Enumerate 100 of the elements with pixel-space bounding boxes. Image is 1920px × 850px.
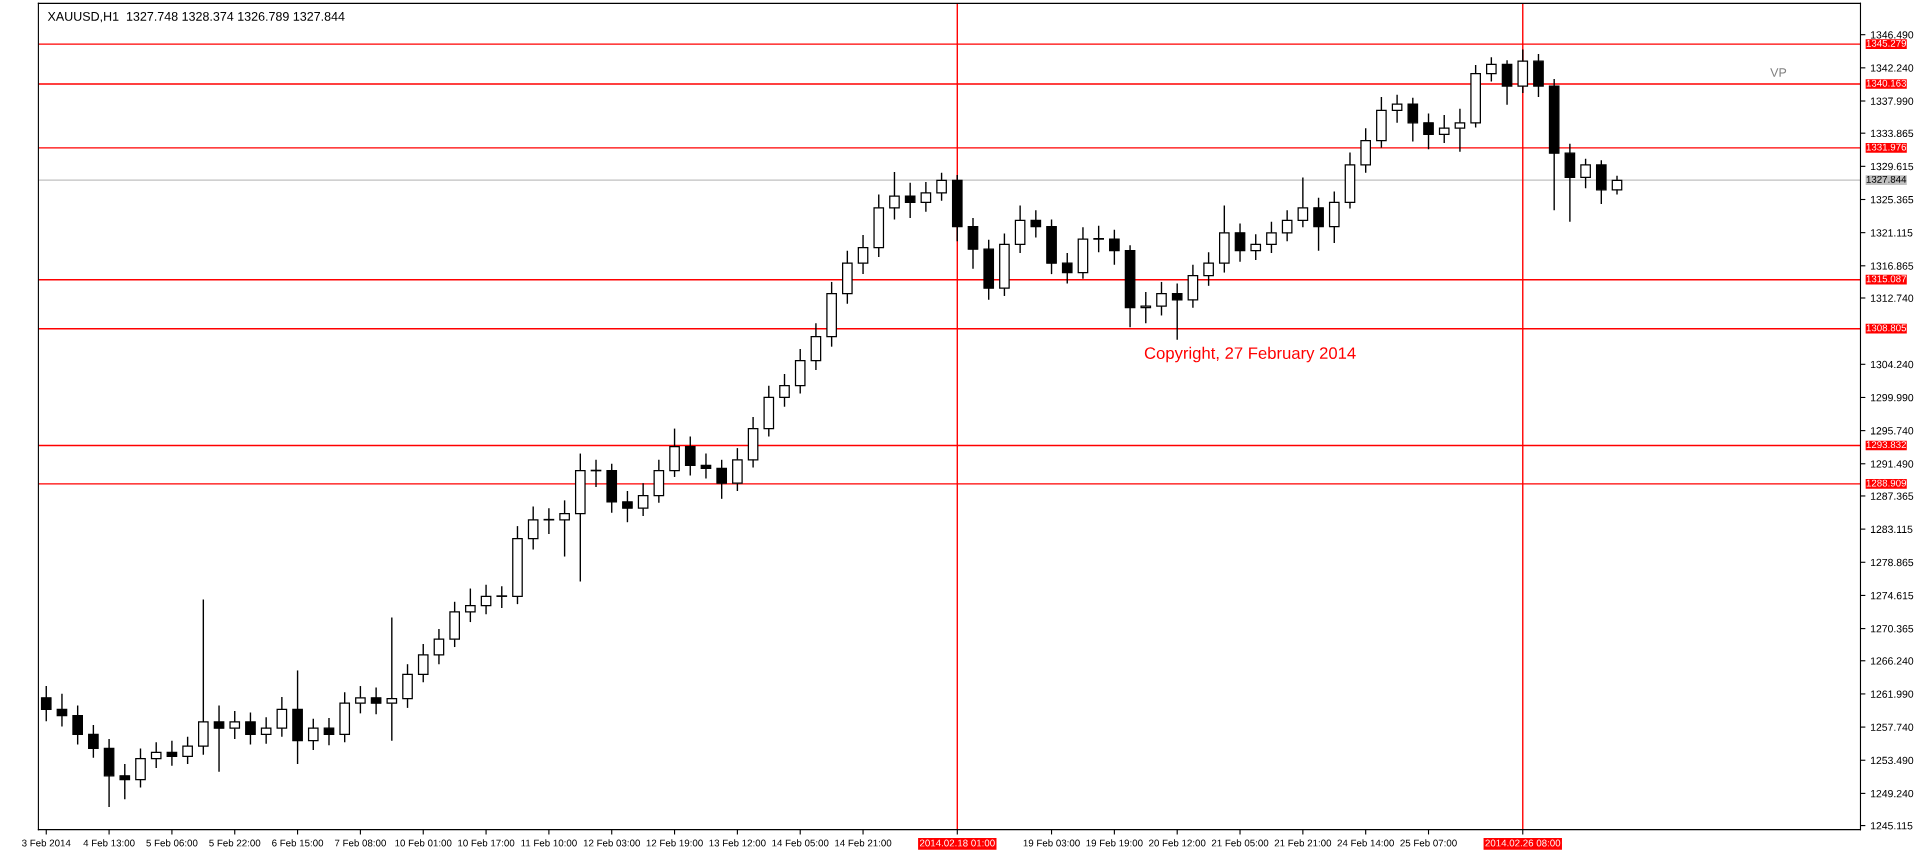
candlestick [1580, 157, 1591, 189]
candlestick [213, 704, 225, 773]
candlestick [182, 736, 193, 765]
candlestick [433, 628, 445, 665]
ref-line-label: 1331.976 [1866, 143, 1907, 151]
candlestick [307, 718, 319, 751]
y-tick-label: 1325.365 [1871, 196, 1914, 204]
candlestick [1486, 56, 1497, 83]
candlestick [1234, 222, 1246, 263]
candlestick [543, 507, 555, 535]
y-tick-label: 1291.490 [1871, 460, 1914, 468]
candlestick [496, 585, 508, 609]
candlestick [622, 490, 633, 523]
x-tick-label: 2014.02.26 08:00 [1485, 839, 1561, 847]
text: XAUUSD,H1 1327.748 1328.374 1326.789 1327.844 [47, 11, 345, 23]
candlestick [1423, 112, 1434, 150]
candlestick [1250, 233, 1262, 261]
candlestick [527, 505, 539, 551]
candlestick [1313, 196, 1324, 252]
candlestick [276, 696, 288, 738]
ref-line-label: 1308.805 [1866, 324, 1907, 332]
candlestick [1281, 209, 1293, 243]
candlestick [40, 685, 52, 722]
x-tick-label: 6 Feb 15:00 [272, 839, 324, 847]
x-tick-label: 19 Feb 19:00 [1086, 839, 1143, 847]
y-tick-label: 1287.365 [1871, 492, 1914, 500]
y-tick-label: 1270.365 [1871, 625, 1914, 633]
candlestick [967, 217, 979, 270]
x-tick-label: 10 Feb 01:00 [395, 839, 452, 847]
candlestick [88, 724, 99, 759]
candlestick [1266, 221, 1277, 254]
candlestick [1093, 225, 1104, 253]
candlestick [72, 704, 84, 746]
candlestick [355, 685, 366, 715]
x-tick-label: 10 Feb 17:00 [458, 839, 515, 847]
y-tick-label: 1295.740 [1871, 427, 1914, 435]
ref-line-label: 1327.844 [1866, 175, 1907, 183]
ref-line-label: 1345.279 [1866, 39, 1907, 47]
candlestick [779, 373, 790, 408]
y-tick-label: 1312.740 [1871, 294, 1914, 302]
annotation: VP [1770, 68, 1787, 77]
x-tick-label: 21 Feb 05:00 [1211, 839, 1269, 847]
x-tick-label: 5 Feb 22:00 [209, 839, 261, 847]
x-tick-label: 20 Feb 12:00 [1149, 839, 1206, 847]
candlestick [1611, 175, 1623, 196]
candlestick [716, 459, 728, 500]
x-tick-label: 7 Feb 08:00 [334, 839, 386, 847]
candlestick [1454, 108, 1466, 153]
candlestick [1203, 251, 1214, 287]
x-tick-label: 19 Feb 03:00 [1023, 839, 1080, 847]
candlestick [1109, 228, 1120, 266]
y-tick-label: 1245.115 [1871, 822, 1913, 830]
x-tick-label: 3 Feb 2014 [22, 839, 71, 847]
y-tick-label: 1342.240 [1871, 64, 1914, 72]
x-tick-label: 12 Feb 19:00 [646, 839, 703, 847]
ref-line-label: 1288.909 [1866, 479, 1907, 487]
x-tick-label: 11 Feb 10:00 [521, 839, 577, 847]
candlestick [1438, 114, 1450, 144]
candlestick [1297, 176, 1309, 229]
candlestick [1171, 282, 1183, 341]
candlestick [857, 234, 869, 275]
x-tick-label: 5 Feb 06:00 [146, 839, 198, 847]
ref-line-label: 1293.832 [1866, 441, 1907, 449]
candlestick [1391, 93, 1403, 124]
candlestick [370, 686, 382, 715]
candlestick [684, 435, 696, 477]
candlestick [559, 499, 570, 558]
candlestick [56, 693, 68, 728]
candlestick [732, 447, 743, 492]
candlestick [1061, 252, 1073, 285]
y-tick-label: 1321.115 [1871, 229, 1913, 237]
y-tick-label: 1346.490 [1871, 31, 1914, 39]
candlestick [260, 716, 272, 745]
candlestick [1156, 281, 1167, 317]
candlestick [166, 739, 178, 767]
candlestick [1501, 59, 1513, 106]
y-tick-label: 1304.240 [1871, 360, 1914, 369]
y-tick-label: 1283.115 [1871, 525, 1913, 533]
ref-line-label: 1315.087 [1866, 275, 1907, 283]
candlestick [889, 171, 900, 221]
x-tick-label: 12 Feb 03:00 [583, 839, 640, 847]
candlestick [386, 616, 398, 742]
candlestick [936, 172, 947, 202]
candlestick [1030, 209, 1042, 239]
y-tick-label: 1249.240 [1871, 789, 1914, 798]
candlestick [323, 717, 335, 747]
candlestick [417, 643, 429, 683]
candlestick [1407, 97, 1419, 143]
x-tick-label: 4 Feb 13:00 [83, 839, 135, 847]
candlestick [150, 741, 162, 769]
y-tick-label: 1333.865 [1871, 129, 1914, 138]
candlestick [1140, 291, 1152, 324]
ref-line-label: 1340.163 [1866, 79, 1907, 87]
x-tick-label: 14 Feb 21:00 [835, 839, 892, 847]
candlestick [904, 182, 916, 219]
y-tick-label: 1299.990 [1871, 393, 1914, 402]
y-tick-label: 1329.615 [1871, 162, 1914, 171]
y-tick-label: 1261.990 [1871, 690, 1914, 698]
candlestick [135, 747, 146, 789]
x-tick-label: 21 Feb 21:00 [1274, 839, 1332, 847]
